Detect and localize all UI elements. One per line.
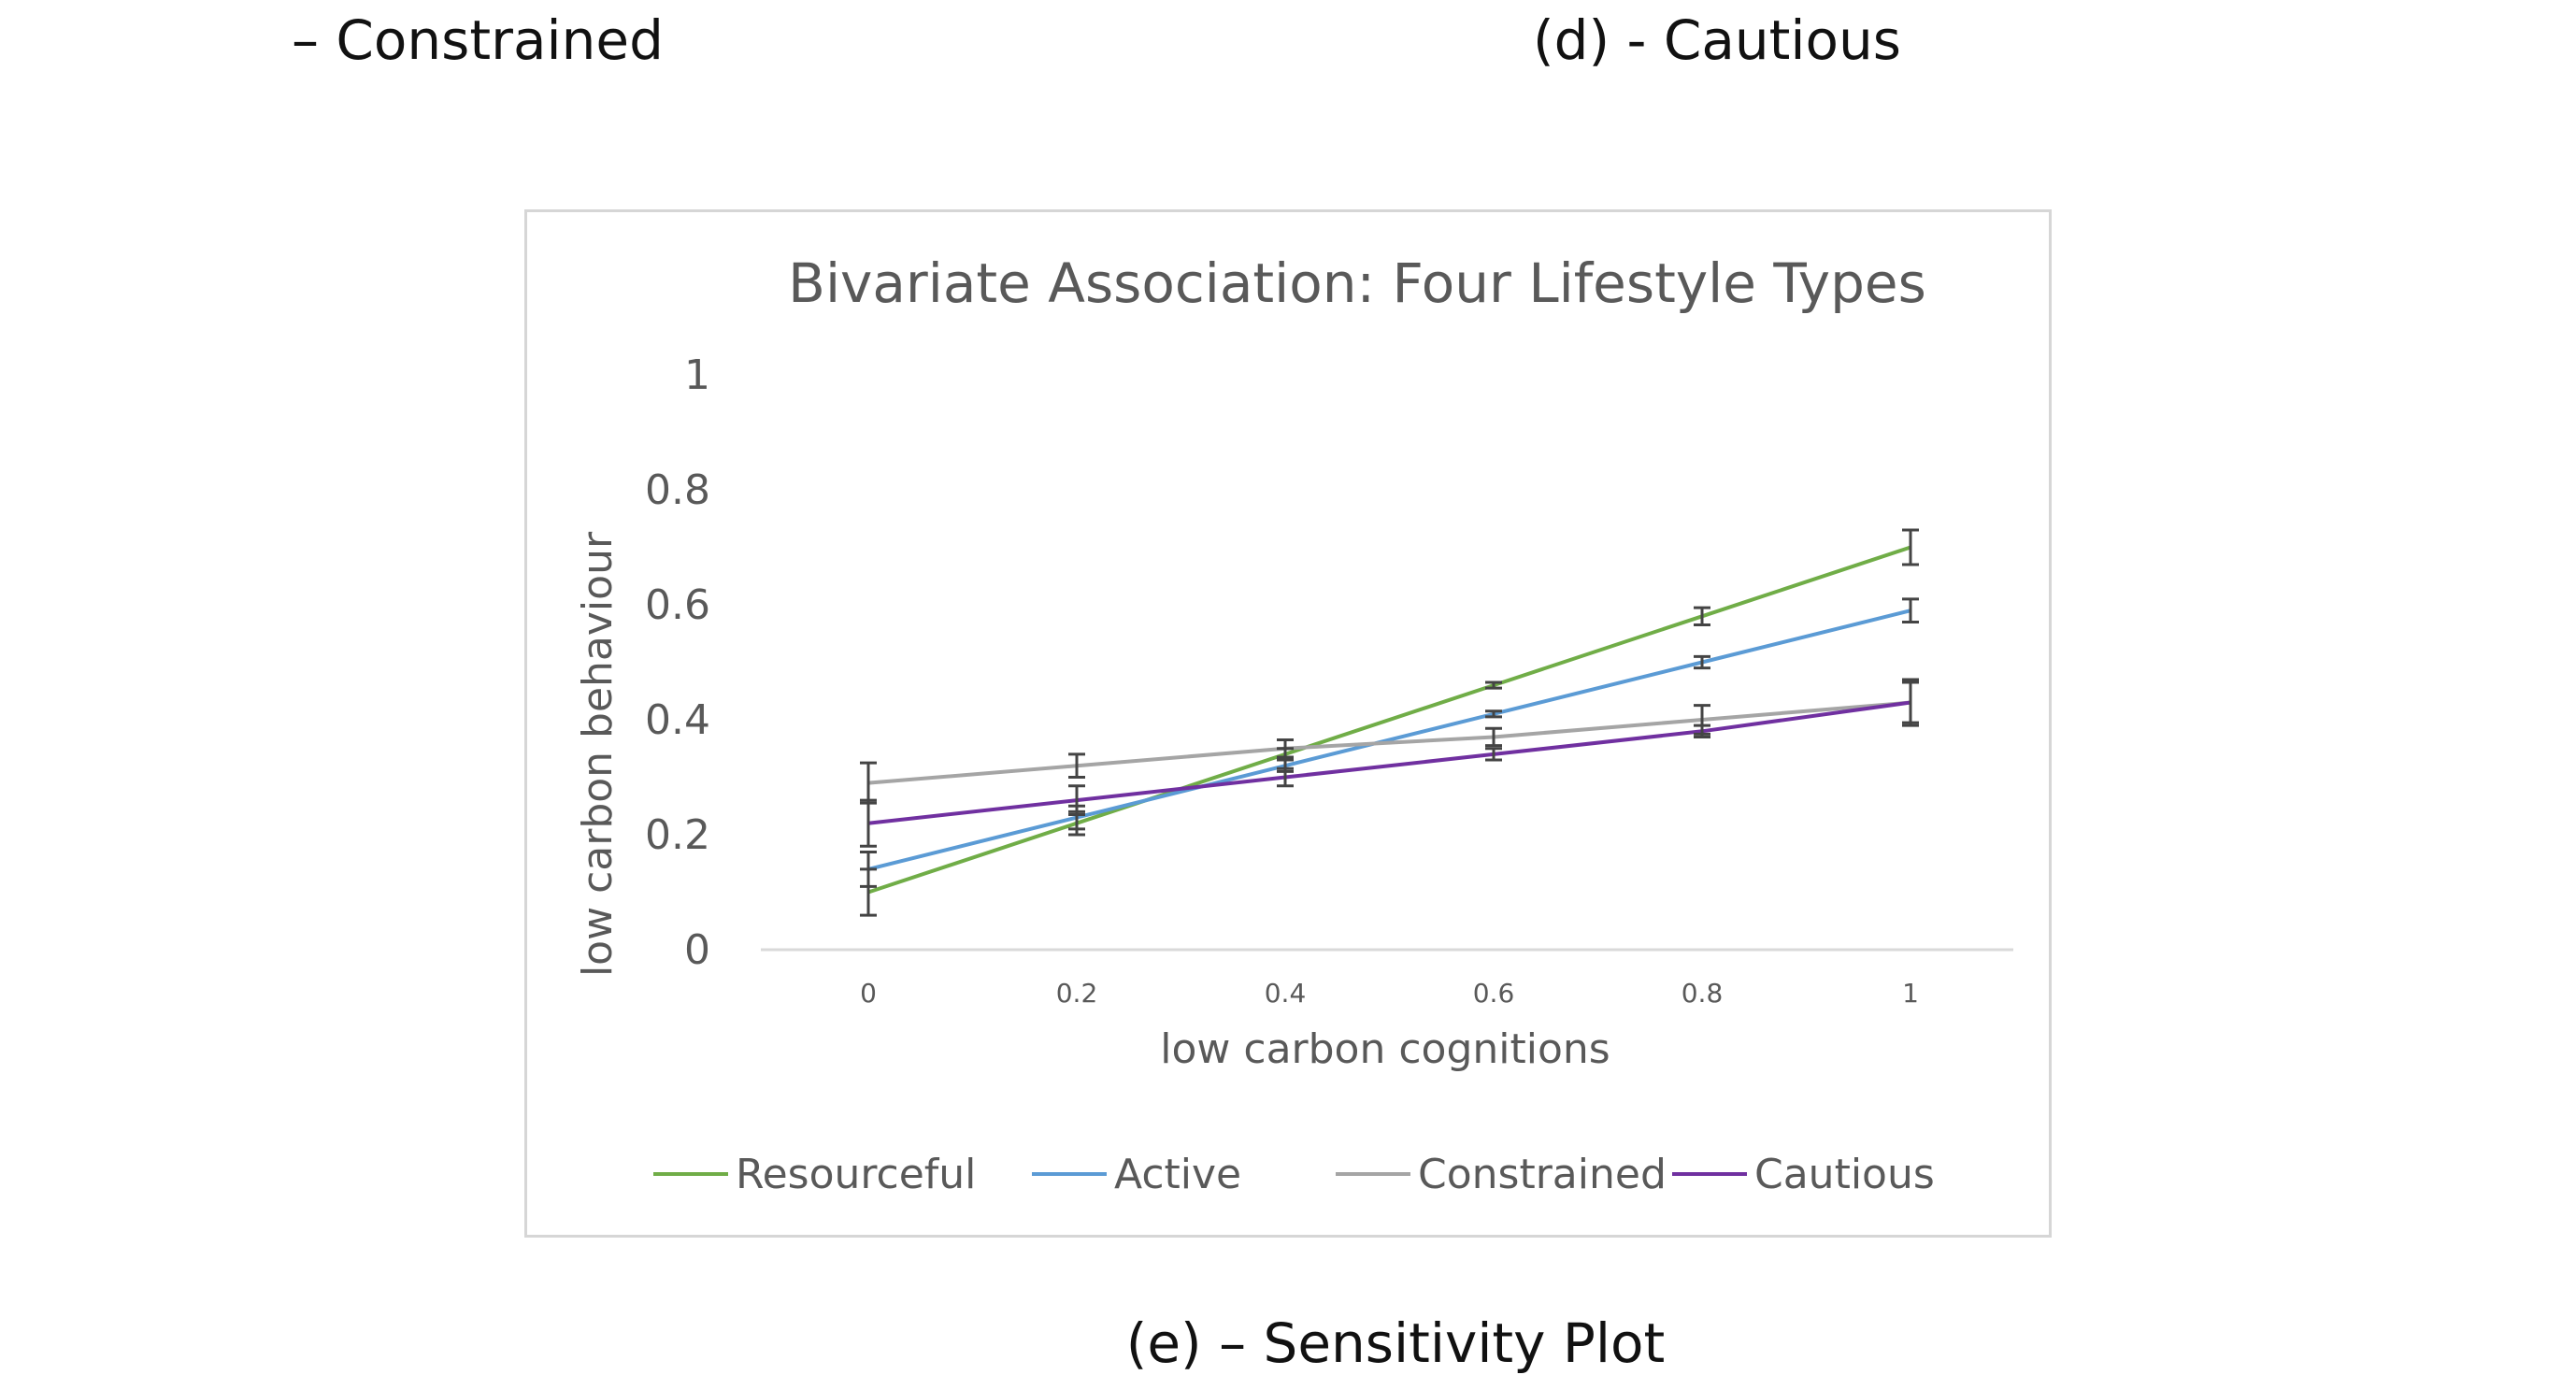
x-tick-label: 0.8 [1682,978,1724,1009]
chart-title: Bivariate Association: Four Lifestyle Ty… [788,251,1926,315]
error-bar [1902,528,1919,566]
error-bar [1485,726,1502,748]
legend-label-cautious: Cautious [1754,1151,1935,1198]
series-line-cautious [867,700,1911,825]
error-bar [1485,747,1502,762]
error-bar [1694,606,1710,627]
y-tick-label: 0.6 [645,581,710,629]
legend-label-resourceful: Resourceful [736,1151,976,1198]
error-bar [1277,738,1294,759]
x-tick-label: 1 [1902,978,1919,1009]
error-bar [1902,678,1919,727]
x-tick-label: 0.4 [1265,978,1307,1009]
series-line-active [867,609,1911,871]
y-tick-label: 0.4 [645,696,710,744]
error-bar [860,850,877,888]
y-tick-label: 1 [684,351,710,399]
y-axis-label: low carbon behaviour [574,531,622,977]
error-bar [1068,784,1085,816]
y-tick-label: 0.2 [645,811,710,859]
y-tick-label: 0.8 [645,466,710,514]
chart-frame: Bivariate Association: Four Lifestyle Ty… [524,209,2052,1238]
error-bar [1068,752,1085,779]
error-bar [1485,680,1502,690]
error-bar [1694,723,1710,738]
series-line-constrained [867,700,1911,785]
caption-constrained: – Constrained [292,8,664,72]
error-bar [1902,597,1919,623]
legend: Resourceful Active Constrained Cautious [653,1151,1935,1198]
error-bar [1277,766,1294,788]
legend-label-active: Active [1114,1151,1241,1198]
x-tick-label: 0.2 [1056,978,1098,1009]
error-bar [1485,709,1502,719]
x-tick-label: 0.6 [1473,978,1515,1009]
legend-label-constrained: Constrained [1418,1151,1667,1198]
y-tick-label: 0 [684,926,710,974]
caption-sensitivity-plot: (e) – Sensitivity Plot [1125,1311,1666,1375]
series-line-resourceful [867,545,1911,895]
x-tick-label: 0 [860,978,877,1009]
line-chart: Bivariate Association: Four Lifestyle Ty… [574,251,2013,1198]
error-bar [860,798,877,848]
x-axis-label: low carbon cognitions [1160,1025,1610,1073]
error-bar [1694,654,1710,670]
caption-cautious: (d) - Cautious [1533,8,1901,72]
